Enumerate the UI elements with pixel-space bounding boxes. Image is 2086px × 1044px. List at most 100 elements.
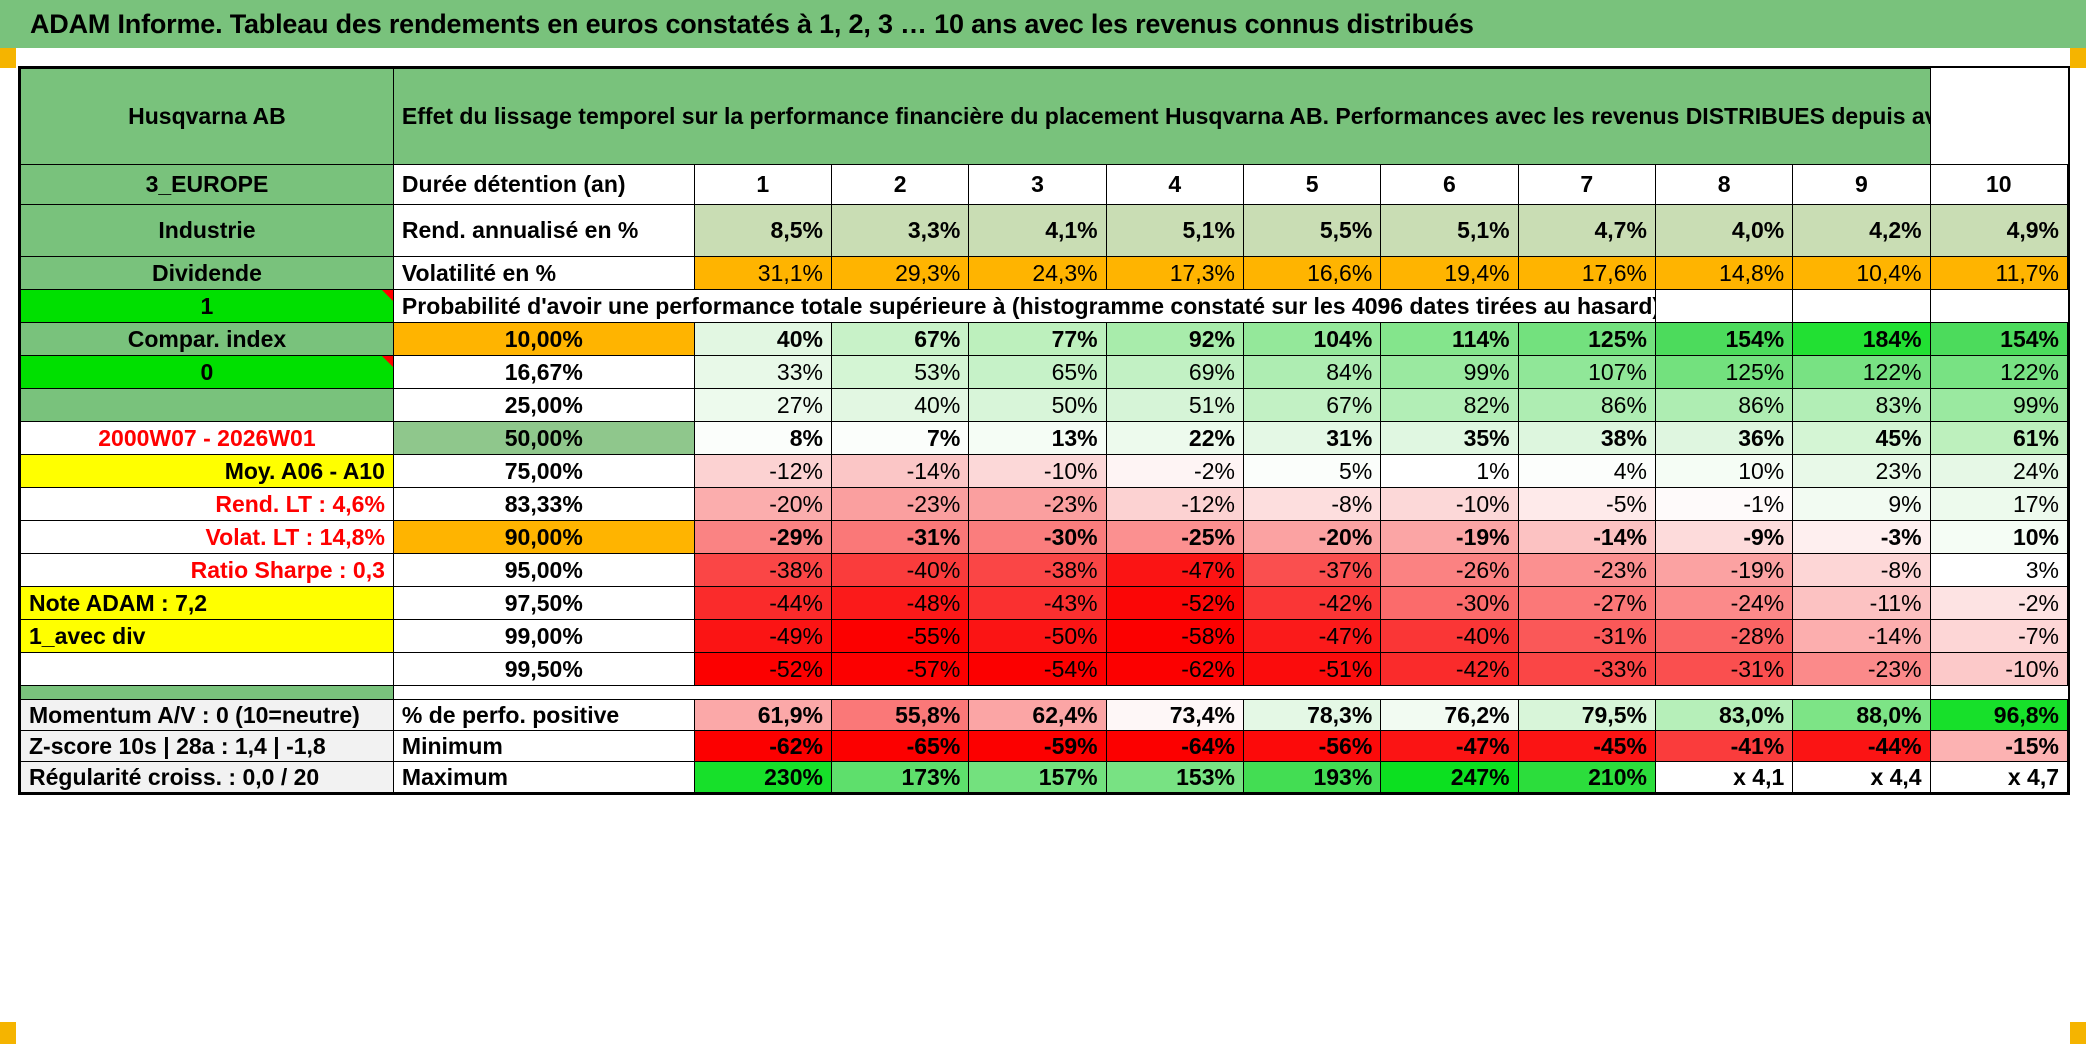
sidebar-blank-2 <box>20 652 394 686</box>
proba-threshold-2: 25,00% <box>392 388 695 422</box>
proba-1-value-5: 84% <box>1242 355 1382 389</box>
summary-0-value-8: 83,0% <box>1654 699 1794 731</box>
proba-4-value-3: -10% <box>968 454 1107 488</box>
table-row-volatilite: Dividende Volatilité en % 31,1% 29,3% 24… <box>20 256 2069 290</box>
proba-9-value-7: -31% <box>1517 619 1656 653</box>
proba-4-value-8: 10% <box>1654 454 1794 488</box>
proba-title-pad-1 <box>1654 289 1794 323</box>
proba-5-value-5: -8% <box>1242 487 1382 521</box>
proba-8-value-8: -24% <box>1654 586 1794 620</box>
sidebar-zscore: Z-score 10s | 28a : 1,4 | -1,8 <box>20 730 394 762</box>
proba-7-value-10: 3% <box>1929 553 2069 587</box>
proba-0-value-6: 114% <box>1380 322 1519 356</box>
rendement-value-4: 5,1% <box>1105 204 1244 257</box>
volatilite-value-10: 11,7% <box>1929 256 2069 290</box>
proba-7-value-6: -26% <box>1380 553 1519 587</box>
rendement-value-7: 4,7% <box>1517 204 1656 257</box>
proba-8-value-10: -2% <box>1929 586 2069 620</box>
proba-9-value-5: -47% <box>1242 619 1382 653</box>
volatilite-value-5: 16,6% <box>1242 256 1382 290</box>
volatilite-value-1: 31,1% <box>693 256 832 290</box>
sidebar-compare-index-flag: 0 <box>20 355 394 389</box>
summary-2-value-2: 173% <box>830 761 970 793</box>
proba-0-value-9: 184% <box>1792 322 1931 356</box>
sidebar-volat-lt: Volat. LT : 14,8% <box>20 520 394 554</box>
proba-0-value-3: 77% <box>968 322 1107 356</box>
proba-0-value-8: 154% <box>1654 322 1794 356</box>
summary-2-value-4: 153% <box>1105 761 1244 793</box>
proba-0-value-7: 125% <box>1517 322 1656 356</box>
proba-5-value-10: 17% <box>1929 487 2069 521</box>
sidebar-rend-lt: Rend. LT : 4,6% <box>20 487 394 521</box>
sidebar-avec-div: 1_avec div <box>20 619 394 653</box>
proba-1-value-10: 122% <box>1929 355 2069 389</box>
proba-8-value-1: -44% <box>693 586 832 620</box>
proba-7-value-9: -8% <box>1792 553 1931 587</box>
proba-10-value-3: -54% <box>968 652 1107 686</box>
proba-4-value-7: 4% <box>1517 454 1656 488</box>
corner-marker-top-right <box>2070 48 2086 68</box>
proba-9-value-9: -14% <box>1792 619 1931 653</box>
title-banner: ADAM Informe. Tableau des rendements en … <box>0 0 2086 48</box>
corner-marker-bottom-left <box>0 1022 16 1044</box>
proba-8-value-4: -52% <box>1105 586 1244 620</box>
volatilite-value-8: 14,8% <box>1654 256 1794 290</box>
corner-marker-bottom-right <box>2070 1022 2086 1044</box>
proba-1-value-2: 53% <box>830 355 970 389</box>
summary-1-value-2: -65% <box>830 730 970 762</box>
proba-2-value-5: 67% <box>1242 388 1382 422</box>
proba-9-value-2: -55% <box>830 619 970 653</box>
volatilite-value-2: 29,3% <box>830 256 970 290</box>
summary-label-2: Maximum <box>392 761 695 793</box>
rendement-value-2: 3,3% <box>830 204 970 257</box>
proba-5-value-2: -23% <box>830 487 970 521</box>
proba-7-value-4: -47% <box>1105 553 1244 587</box>
proba-8-value-5: -42% <box>1242 586 1382 620</box>
proba-5-value-3: -23% <box>968 487 1107 521</box>
sidebar-period: 2000W07 - 2026W01 <box>20 421 394 455</box>
proba-title: Probabilité d'avoir une performance tota… <box>392 289 1656 323</box>
proba-3-value-3: 13% <box>968 421 1107 455</box>
summary-2-value-6: 247% <box>1380 761 1519 793</box>
proba-7-value-2: -40% <box>830 553 970 587</box>
proba-3-value-4: 22% <box>1105 421 1244 455</box>
proba-0-value-5: 104% <box>1242 322 1382 356</box>
proba-2-value-4: 51% <box>1105 388 1244 422</box>
proba-threshold-9: 99,00% <box>392 619 695 653</box>
proba-1-value-6: 99% <box>1380 355 1519 389</box>
proba-10-value-5: -51% <box>1242 652 1382 686</box>
summary-1-value-4: -64% <box>1105 730 1244 762</box>
table-row-rendement: Industrie Rend. annualisé en % 8,5% 3,3%… <box>20 204 2069 257</box>
summary-0-value-4: 73,4% <box>1105 699 1244 731</box>
rendement-value-10: 4,9% <box>1929 204 2069 257</box>
sidebar-moyenne: Moy. A06 - A10 <box>20 454 394 488</box>
proba-1-value-9: 122% <box>1792 355 1931 389</box>
sidebar-ratio-sharpe: Ratio Sharpe : 0,3 <box>20 553 394 587</box>
summary-2-value-1: 230% <box>693 761 832 793</box>
year-header-6: 6 <box>1380 164 1519 205</box>
year-header-10: 10 <box>1929 164 2069 205</box>
proba-6-value-2: -31% <box>830 520 970 554</box>
summary-0-value-2: 55,8% <box>830 699 970 731</box>
summary-0-value-1: 61,9% <box>693 699 832 731</box>
rendement-value-3: 4,1% <box>968 204 1107 257</box>
summary-0-value-3: 62,4% <box>968 699 1107 731</box>
summary-1-value-8: -41% <box>1654 730 1794 762</box>
table-row-header: Husqvarna AB Effet du lissage temporel s… <box>20 68 2068 165</box>
proba-2-value-10: 99% <box>1929 388 2069 422</box>
sidebar-blank-1 <box>20 388 394 422</box>
proba-title-pad-2 <box>1792 289 1931 323</box>
table-row-proba-6: Volat. LT : 14,8% 90,00% -29% -31% -30% … <box>20 520 2069 554</box>
description-cell: Effet du lissage temporel sur la perform… <box>392 68 1931 165</box>
table-frame: Husqvarna AB Effet du lissage temporel s… <box>18 66 2070 795</box>
summary-1-value-5: -56% <box>1242 730 1382 762</box>
proba-10-value-4: -62% <box>1105 652 1244 686</box>
proba-3-value-5: 31% <box>1242 421 1382 455</box>
proba-6-value-4: -25% <box>1105 520 1244 554</box>
proba-7-value-1: -38% <box>693 553 832 587</box>
proba-8-value-6: -30% <box>1380 586 1519 620</box>
year-header-5: 5 <box>1242 164 1382 205</box>
proba-9-value-10: -7% <box>1929 619 2069 653</box>
proba-6-value-6: -19% <box>1380 520 1519 554</box>
